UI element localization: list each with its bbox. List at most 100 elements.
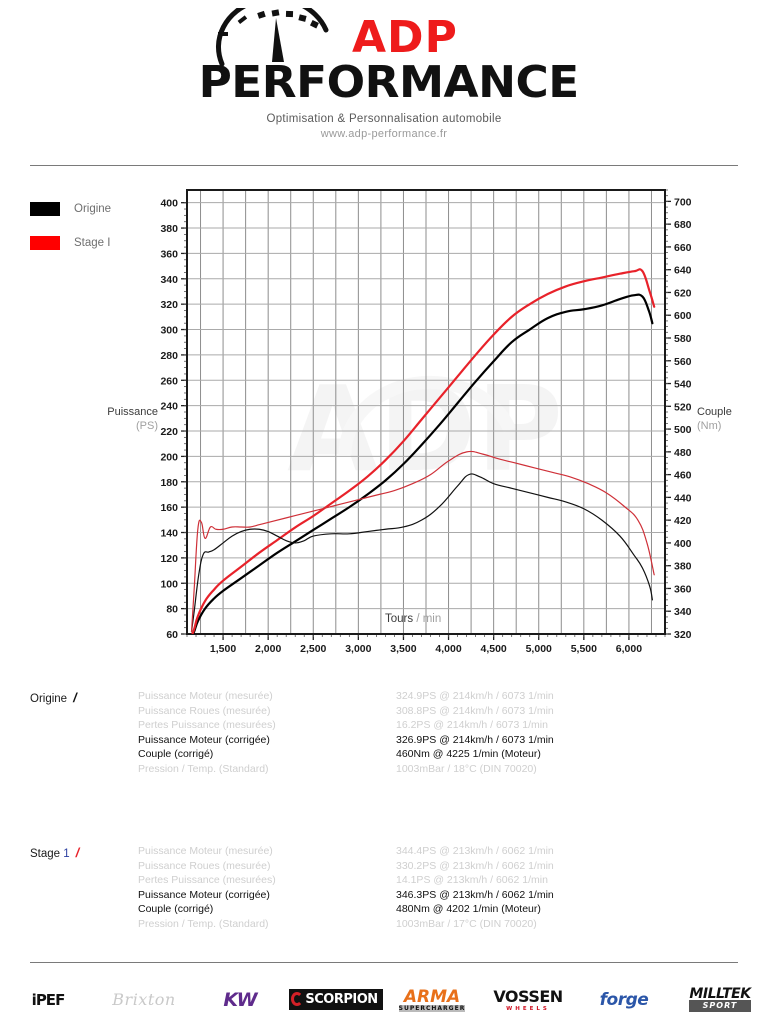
- sponsor-logo-scorpion[interactable]: SCORPION: [288, 980, 384, 1020]
- result-row-label: Puissance Roues (mesurée): [138, 859, 271, 872]
- sponsor-milltek-text: MILLTEK SPORT: [689, 985, 751, 1012]
- y-right-tick-label: 500: [674, 424, 692, 436]
- result-row-value: 480Nm @ 4202 1/min (Moteur): [396, 903, 541, 915]
- logo-top-row: ADP: [204, 6, 564, 68]
- y-axis-right-unit: (Nm): [697, 420, 722, 432]
- sponsor-forge-text: forge: [599, 989, 649, 1010]
- result-row-value: 330.2PS @ 213km/h / 6062 1/min: [396, 859, 554, 872]
- brand-website: www.adp-performance.fr: [320, 128, 448, 140]
- result-row: Puissance Roues (mesurée) 330.2PS @ 213km…: [138, 860, 718, 875]
- results-origine-slash: /: [73, 690, 77, 705]
- y-left-tick-label: 60: [166, 629, 178, 641]
- x-tick-label: 5,000: [526, 643, 552, 655]
- results-origine-table: Puissance Moteur (mesurée) 324.9PS @ 214k…: [138, 690, 718, 777]
- y-left-tick-label: 220: [160, 426, 178, 438]
- x-axis-title: Tours / min: [385, 613, 441, 625]
- sponsor-logo-arma[interactable]: ARMA SUPERCHARGER: [384, 980, 480, 1020]
- y-right-tick-label: 560: [674, 356, 692, 368]
- y-left-tick-label: 120: [160, 553, 178, 565]
- sponsor-logo-kw[interactable]: KW: [192, 980, 288, 1020]
- result-row: Puissance Roues (mesurée) 308.8PS @ 214km…: [138, 705, 718, 720]
- speedometer-icon: [216, 8, 329, 66]
- plot-frame: [186, 189, 666, 635]
- y-right-tick-label: 640: [674, 265, 692, 277]
- result-row-label: Pertes Puissance (mesurées): [138, 874, 276, 886]
- x-tick-label: 4,500: [481, 643, 507, 655]
- y-left-tick-label: 100: [160, 578, 178, 590]
- adp-watermark: ADP: [287, 360, 563, 498]
- results-stage1-title: Stage 1 /: [30, 845, 79, 860]
- y-right-tick-label: 340: [674, 606, 692, 618]
- sponsor-brixton-text: Brixton: [112, 990, 176, 1009]
- chart-series-0: [191, 293, 654, 634]
- result-row-label: Pression / Temp. (Standard): [138, 917, 269, 930]
- result-row-value: 308.8PS @ 214km/h / 6073 1/min: [396, 704, 554, 717]
- y-axis-left-unit: (PS): [136, 420, 158, 432]
- result-row: Pression / Temp. (Standard) 1003mBar / 18…: [138, 763, 718, 778]
- result-row: Puissance Moteur (corrigée) 346.3PS @ 213…: [138, 889, 718, 904]
- y-right-tick-label: 460: [674, 470, 692, 482]
- sponsor-ipe-text: iPE: [31, 990, 56, 1009]
- result-row-label: Puissance Roues (mesurée): [138, 704, 271, 717]
- result-row-label: Couple (corrigé): [138, 748, 214, 760]
- y-right-tick-label: 540: [674, 379, 692, 391]
- result-row: Couple (corrigé) 460Nm @ 4225 1/min (Mote…: [138, 748, 718, 763]
- y-right-tick-label: 620: [674, 287, 692, 299]
- legend-item-origine[interactable]: Origine: [30, 196, 170, 222]
- result-row: Couple (corrigé) 480Nm @ 4202 1/min (Mote…: [138, 903, 718, 918]
- page-header: ADP PERFORMANCE Optimisation & Personnal…: [0, 0, 768, 150]
- brand-name-primary: ADP: [352, 12, 458, 63]
- y-right-tick-label: 520: [674, 401, 692, 413]
- y-left-tick-label: 280: [160, 350, 178, 362]
- y-left-tick-label: 340: [160, 274, 178, 286]
- x-tick-label: 6,000: [616, 643, 642, 655]
- sponsor-arma-name: ARMA: [403, 987, 461, 1007]
- result-row-label: Couple (corrigé): [138, 903, 214, 915]
- y-right-tick-label: 480: [674, 447, 692, 459]
- result-row: Puissance Moteur (mesurée) 324.9PS @ 214k…: [138, 690, 718, 705]
- chart-gridlines: [187, 190, 665, 634]
- x-tick-label: 1,500: [210, 643, 236, 655]
- x-axis-unit: / min: [416, 613, 442, 625]
- sponsor-logo-ipe[interactable]: iPE F: [0, 980, 96, 1020]
- chart-curves: [190, 268, 656, 634]
- legend-item-stage1[interactable]: Stage I: [30, 230, 170, 256]
- chart-series-3: [190, 450, 655, 633]
- x-tick-label: 2,500: [300, 643, 326, 655]
- y-left-tick-label: 200: [160, 451, 178, 463]
- x-tick-label: 3,500: [390, 643, 416, 655]
- y-right-tick-label: 600: [674, 310, 692, 322]
- chart-series-2: [190, 473, 653, 633]
- result-row: Pression / Temp. (Standard) 1003mBar / 17…: [138, 918, 718, 933]
- y-right-tick-label: 400: [674, 538, 692, 550]
- chart-ticks: [181, 189, 671, 640]
- chart-tick-labels: 60 80 100 120 140 160 180 200 220 240 260 280 300 320…: [160, 196, 691, 655]
- y-axis-left-name: Puissance: [107, 406, 158, 418]
- result-row: Puissance Moteur (corrigée) 326.9PS @ 214…: [138, 734, 718, 749]
- sponsor-milltek-name: MILLTEK: [689, 985, 751, 1002]
- x-tick-label: 2,000: [255, 643, 281, 655]
- sponsor-vossen-text: VOSSEN WHEELS: [493, 987, 563, 1012]
- sponsor-vossen-sub: WHEELS: [506, 1006, 550, 1012]
- svg-text:ADP: ADP: [287, 360, 563, 498]
- y-right-tick-label: 380: [674, 561, 692, 573]
- result-row-value: 344.4PS @ 213km/h / 6062 1/min: [396, 845, 554, 857]
- y-left-tick-label: 240: [160, 401, 178, 413]
- sponsor-logo-milltek[interactable]: MILLTEK SPORT: [672, 980, 768, 1020]
- sponsor-logo-vossen[interactable]: VOSSEN WHEELS: [480, 980, 576, 1020]
- sponsor-logo-forge[interactable]: forge: [576, 980, 672, 1020]
- sponsor-vossen-name: VOSSEN: [493, 987, 563, 1006]
- y-left-tick-label: 320: [160, 299, 178, 311]
- y-left-tick-label: 300: [160, 325, 178, 337]
- sponsor-ipe-mark: F: [55, 990, 65, 1009]
- result-row-label: Puissance Moteur (corrigée): [138, 888, 270, 901]
- result-row: Puissance Moteur (mesurée) 344.4PS @ 213k…: [138, 845, 718, 860]
- y-right-tick-label: 320: [674, 629, 692, 641]
- y-axis-left-title: Puissance (PS): [78, 405, 158, 433]
- result-row: Pertes Puissance (mesurées) 14.1PS @ 213k…: [138, 874, 718, 889]
- y-left-tick-label: 140: [160, 528, 178, 540]
- chart-series-1: [191, 268, 656, 634]
- legend-swatch-origine: [30, 202, 60, 216]
- result-row-value: 346.3PS @ 213km/h / 6062 1/min: [396, 888, 554, 901]
- sponsor-logo-brixton[interactable]: Brixton: [96, 980, 192, 1020]
